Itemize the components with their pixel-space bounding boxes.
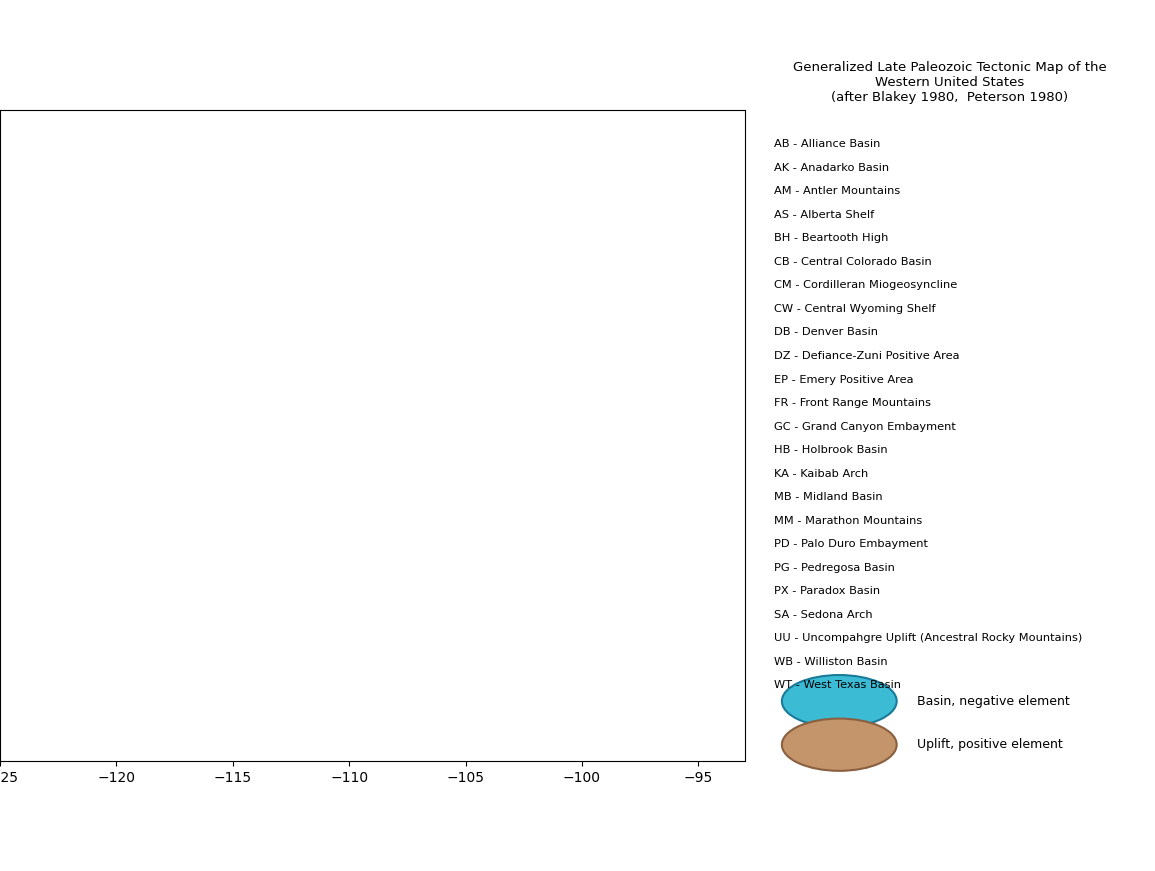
Text: BH - Beartooth High: BH - Beartooth High (774, 233, 888, 243)
Text: Generalized Late Paleozoic Tectonic Map of the
Western United States
(after Blak: Generalized Late Paleozoic Tectonic Map … (793, 61, 1106, 104)
Text: AS - Alberta Shelf: AS - Alberta Shelf (774, 210, 874, 219)
Text: MM - Marathon Mountains: MM - Marathon Mountains (774, 516, 922, 525)
Text: Basin, negative element: Basin, negative element (917, 695, 1070, 707)
Text: SA - Sedona Arch: SA - Sedona Arch (774, 610, 872, 619)
Text: CB - Central Colorado Basin: CB - Central Colorado Basin (774, 257, 931, 267)
Text: DB - Denver Basin: DB - Denver Basin (774, 327, 878, 337)
Text: EP - Emery Positive Area: EP - Emery Positive Area (774, 375, 914, 384)
Text: PX - Paradox Basin: PX - Paradox Basin (774, 586, 880, 596)
Text: PG - Pedregosa Basin: PG - Pedregosa Basin (774, 563, 895, 572)
Text: CW - Central Wyoming Shelf: CW - Central Wyoming Shelf (774, 304, 936, 314)
Ellipse shape (782, 675, 896, 727)
Text: AM - Antler Mountains: AM - Antler Mountains (774, 186, 900, 196)
Text: UU - Uncompahgre Uplift (Ancestral Rocky Mountains): UU - Uncompahgre Uplift (Ancestral Rocky… (774, 633, 1082, 643)
Text: HB - Holbrook Basin: HB - Holbrook Basin (774, 445, 887, 455)
Text: DZ - Defiance-Zuni Positive Area: DZ - Defiance-Zuni Positive Area (774, 351, 959, 361)
Text: FR - Front Range Mountains: FR - Front Range Mountains (774, 398, 931, 408)
Text: MB - Midland Basin: MB - Midland Basin (774, 492, 882, 502)
Text: AB - Alliance Basin: AB - Alliance Basin (774, 139, 880, 149)
Text: AK - Anadarko Basin: AK - Anadarko Basin (774, 163, 889, 172)
Text: WT - West Texas Basin: WT - West Texas Basin (774, 680, 901, 690)
Text: Uplift, positive element: Uplift, positive element (917, 739, 1063, 751)
Text: PD - Palo Duro Embayment: PD - Palo Duro Embayment (774, 539, 927, 549)
Text: CM - Cordilleran Miogeosyncline: CM - Cordilleran Miogeosyncline (774, 280, 957, 290)
Text: WB - Williston Basin: WB - Williston Basin (774, 657, 887, 666)
Ellipse shape (782, 719, 896, 771)
Text: KA - Kaibab Arch: KA - Kaibab Arch (774, 469, 867, 478)
Text: GC - Grand Canyon Embayment: GC - Grand Canyon Embayment (774, 422, 955, 431)
